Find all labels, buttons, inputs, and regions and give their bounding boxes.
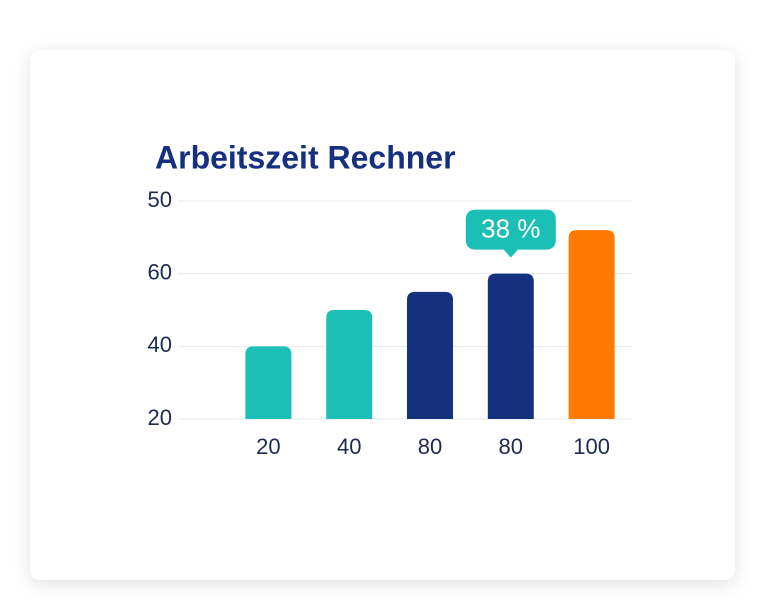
card — [30, 50, 735, 580]
bar — [407, 291, 453, 419]
y-tick-label: 40 — [148, 332, 172, 357]
bar — [568, 230, 615, 419]
x-tick-label: 80 — [418, 434, 442, 459]
bar — [326, 310, 373, 419]
bar — [245, 346, 292, 419]
tooltip-bubble — [465, 209, 556, 258]
x-tick-label: 40 — [337, 434, 361, 459]
x-tick-label: 100 — [573, 434, 610, 459]
chart-title: Arbeitszeit Rechner — [155, 139, 456, 175]
y-tick-label: 60 — [148, 259, 172, 284]
tooltip-label: 38 % — [481, 214, 540, 244]
bar — [487, 273, 534, 419]
y-tick-label: 20 — [148, 405, 172, 430]
y-tick-label: 50 — [148, 187, 172, 212]
x-tick-label: 20 — [256, 434, 280, 459]
x-tick-label: 80 — [499, 434, 523, 459]
